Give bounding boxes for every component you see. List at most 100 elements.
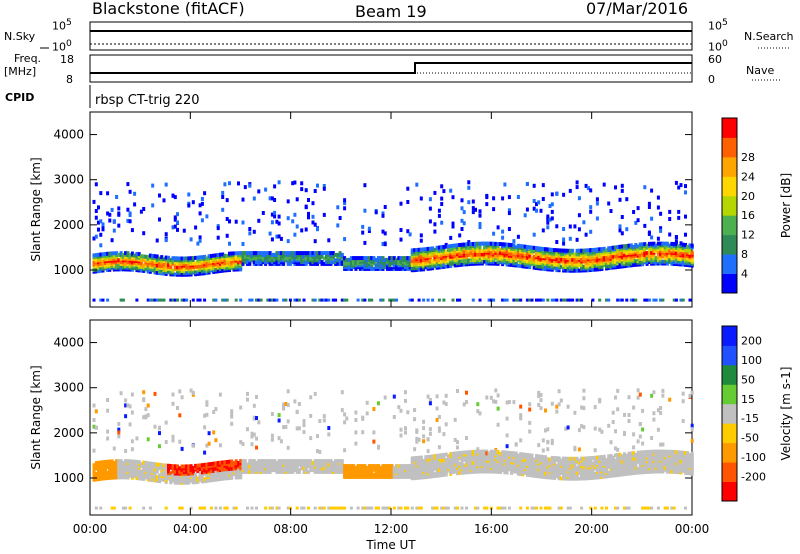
scatter-cell bbox=[505, 466, 509, 471]
scatter-cell bbox=[404, 430, 407, 435]
scatter-cell bbox=[413, 248, 417, 253]
scatter-cell bbox=[433, 454, 437, 459]
scatter-cell bbox=[139, 469, 143, 474]
scatter-cell bbox=[377, 259, 380, 264]
scatter-cell bbox=[456, 440, 459, 445]
scatter-cell bbox=[677, 256, 681, 261]
scatter-cell bbox=[535, 454, 538, 459]
scatter-cell bbox=[492, 231, 496, 236]
scatter-cell bbox=[171, 392, 175, 397]
scatter-cell bbox=[275, 468, 279, 473]
scatter-cell bbox=[273, 210, 277, 215]
scatter-cell bbox=[435, 453, 439, 458]
scatter-cell bbox=[169, 257, 173, 262]
scatter-cell bbox=[158, 444, 161, 449]
scatter-cell bbox=[180, 256, 184, 261]
scatter-cell bbox=[297, 468, 301, 473]
scatter-cell bbox=[124, 414, 128, 419]
scatter-cell bbox=[620, 188, 624, 193]
beam-label: Beam 19 bbox=[355, 2, 427, 21]
scatter-cell bbox=[106, 251, 110, 256]
scatter-cell bbox=[162, 463, 166, 468]
scatter-cell bbox=[153, 254, 157, 259]
scatter-cell bbox=[480, 449, 484, 454]
scatter-cell bbox=[415, 436, 419, 441]
scatter-cell bbox=[257, 218, 261, 223]
scatter-cell bbox=[390, 256, 394, 261]
scatter-cell bbox=[544, 455, 547, 460]
scatter-cell bbox=[589, 188, 593, 193]
scatter-cell bbox=[128, 213, 132, 217]
scatter-cell bbox=[92, 253, 96, 258]
scatter-cell bbox=[399, 433, 403, 438]
scatter-cell bbox=[413, 259, 417, 263]
scatter-cell bbox=[356, 298, 360, 302]
scatter-cell bbox=[374, 210, 378, 215]
scatter-cell bbox=[422, 426, 426, 431]
scatter-cell bbox=[614, 245, 617, 250]
scatter-cell bbox=[191, 261, 195, 266]
scatter-cell bbox=[234, 475, 238, 480]
scatter-cell bbox=[440, 202, 444, 206]
scatter-cell bbox=[304, 459, 308, 464]
scatter-cell bbox=[158, 462, 161, 467]
scatter-cell bbox=[291, 462, 295, 467]
scatter-cell bbox=[340, 260, 344, 265]
scatter-cell bbox=[223, 298, 227, 302]
scatter-cell bbox=[137, 460, 141, 465]
scatter-cell bbox=[668, 254, 672, 259]
scatter-cell bbox=[94, 234, 98, 239]
scatter-cell bbox=[510, 243, 514, 248]
scatter-cell bbox=[284, 251, 288, 256]
scatter-cell bbox=[225, 233, 229, 238]
scatter-cell bbox=[327, 462, 331, 467]
scatter-cell bbox=[616, 248, 620, 253]
scatter-cell bbox=[304, 204, 308, 209]
scatter-cell bbox=[381, 242, 385, 246]
scatter-cell bbox=[492, 449, 496, 454]
scatter-cell bbox=[94, 253, 98, 258]
scatter-cell bbox=[112, 254, 116, 259]
scatter-cell bbox=[275, 506, 279, 510]
scatter-cell bbox=[577, 227, 581, 232]
scatter-cell bbox=[668, 258, 672, 262]
scatter-cell bbox=[388, 256, 392, 261]
scatter-cell bbox=[367, 464, 371, 469]
scatter-cell bbox=[539, 454, 543, 459]
scatter-cell bbox=[451, 451, 455, 456]
scatter-cell bbox=[270, 412, 274, 416]
scatter-cell bbox=[505, 400, 509, 405]
scatter-cell bbox=[519, 298, 523, 302]
scatter-cell bbox=[598, 298, 602, 302]
scatter-cell bbox=[469, 242, 473, 247]
scatter-cell bbox=[255, 256, 258, 261]
scatter-cell bbox=[568, 236, 572, 241]
scatter-cell bbox=[200, 463, 204, 468]
scatter-cell bbox=[386, 506, 389, 510]
scatter-cell bbox=[130, 392, 134, 397]
scatter-cell bbox=[223, 474, 227, 479]
scatter-cell bbox=[395, 464, 398, 469]
scatter-cell bbox=[417, 455, 421, 460]
scatter-cell bbox=[625, 227, 629, 232]
scatter-cell bbox=[176, 220, 179, 225]
scatter-cell bbox=[422, 419, 426, 424]
scatter-cell bbox=[374, 257, 378, 262]
scatter-cell bbox=[539, 208, 543, 213]
scatter-cell bbox=[451, 462, 455, 467]
scatter-cell bbox=[381, 298, 385, 302]
scatter-cell bbox=[575, 259, 579, 264]
scatter-cell bbox=[467, 200, 471, 205]
scatter-cell bbox=[408, 232, 412, 237]
scatter-cell bbox=[135, 251, 139, 256]
scatter-cell bbox=[435, 394, 439, 399]
scatter-cell bbox=[467, 240, 471, 245]
scatter-cell bbox=[451, 221, 455, 226]
scatter-cell bbox=[225, 198, 229, 203]
scatter-cell bbox=[214, 438, 218, 443]
scatter-cell bbox=[252, 416, 256, 421]
scatter-cell bbox=[480, 248, 484, 253]
scatter-cell bbox=[117, 430, 121, 435]
scatter-cell bbox=[230, 409, 234, 414]
scatter-cell bbox=[94, 215, 98, 220]
